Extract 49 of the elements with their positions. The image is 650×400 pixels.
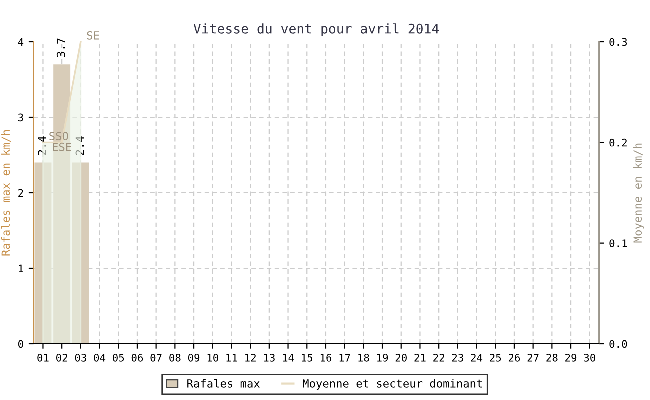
chart-title: Vitesse du vent pour avril 2014: [194, 24, 440, 36]
x-tick-label: 30: [584, 354, 596, 362]
x-tick-label: 12: [246, 354, 256, 362]
y2-tick-label: 0.2: [610, 138, 627, 147]
y-tick-label: 2: [18, 189, 24, 197]
x-tick-label: 04: [94, 354, 106, 362]
x-tick-label: 02: [56, 354, 68, 362]
x-tick-label: 10: [208, 354, 218, 362]
y-tick-label: 0: [18, 340, 24, 348]
x-tick-label: 01: [38, 354, 49, 362]
y-tick-label: 1: [19, 264, 24, 272]
x-tick-label: 18: [358, 354, 370, 362]
y2-tick-label: 0.3: [610, 38, 628, 46]
x-tick-label: 03: [75, 354, 86, 362]
x-tick-label: 07: [150, 354, 162, 362]
x-tick-label: 09: [188, 354, 200, 362]
x-tick-label: 08: [170, 354, 181, 362]
x-tick-label: 21: [414, 354, 426, 362]
x-tick-label: 11: [226, 354, 238, 362]
x-tick-label: 19: [378, 354, 388, 362]
x-tick-label: 20: [396, 354, 407, 362]
legend-label: Rafales max: [188, 379, 260, 388]
data-label: 2.4: [76, 136, 84, 156]
x-tick-label: 22: [434, 354, 444, 362]
data-label: ESE: [53, 142, 72, 152]
x-tick-label: 27: [528, 354, 539, 362]
x-tick-label: 05: [113, 354, 124, 362]
x-tick-label: 24: [471, 354, 483, 362]
data-label: 3.7: [56, 38, 66, 58]
x-tick-label: 06: [132, 354, 144, 362]
x-tick-label: 14: [283, 354, 294, 362]
y-tick-label: 4: [18, 38, 24, 46]
x-tick-label: 25: [490, 354, 502, 362]
x-tick-label: 17: [340, 354, 350, 362]
data-label: SE: [87, 31, 100, 40]
y2-tick-label: 0.0: [610, 340, 628, 348]
data-label: 2.4: [38, 136, 46, 156]
y2-axis-title: Moyenne en km/h: [633, 144, 644, 243]
y-axis-title: Rafales max en km/h: [1, 130, 11, 256]
x-tick-label: 28: [546, 354, 558, 362]
y2-tick-label: 0.1: [610, 240, 628, 248]
x-tick-label: 23: [452, 354, 464, 362]
x-tick-label: 29: [566, 354, 577, 362]
y-tick-label: 3: [18, 114, 24, 122]
x-tick-label: 15: [302, 354, 313, 362]
x-tick-label: 26: [508, 354, 520, 362]
legend-label: Moyenne et secteur dominant: [303, 379, 482, 390]
x-tick-label: 16: [320, 354, 332, 362]
x-tick-label: 13: [264, 354, 275, 362]
